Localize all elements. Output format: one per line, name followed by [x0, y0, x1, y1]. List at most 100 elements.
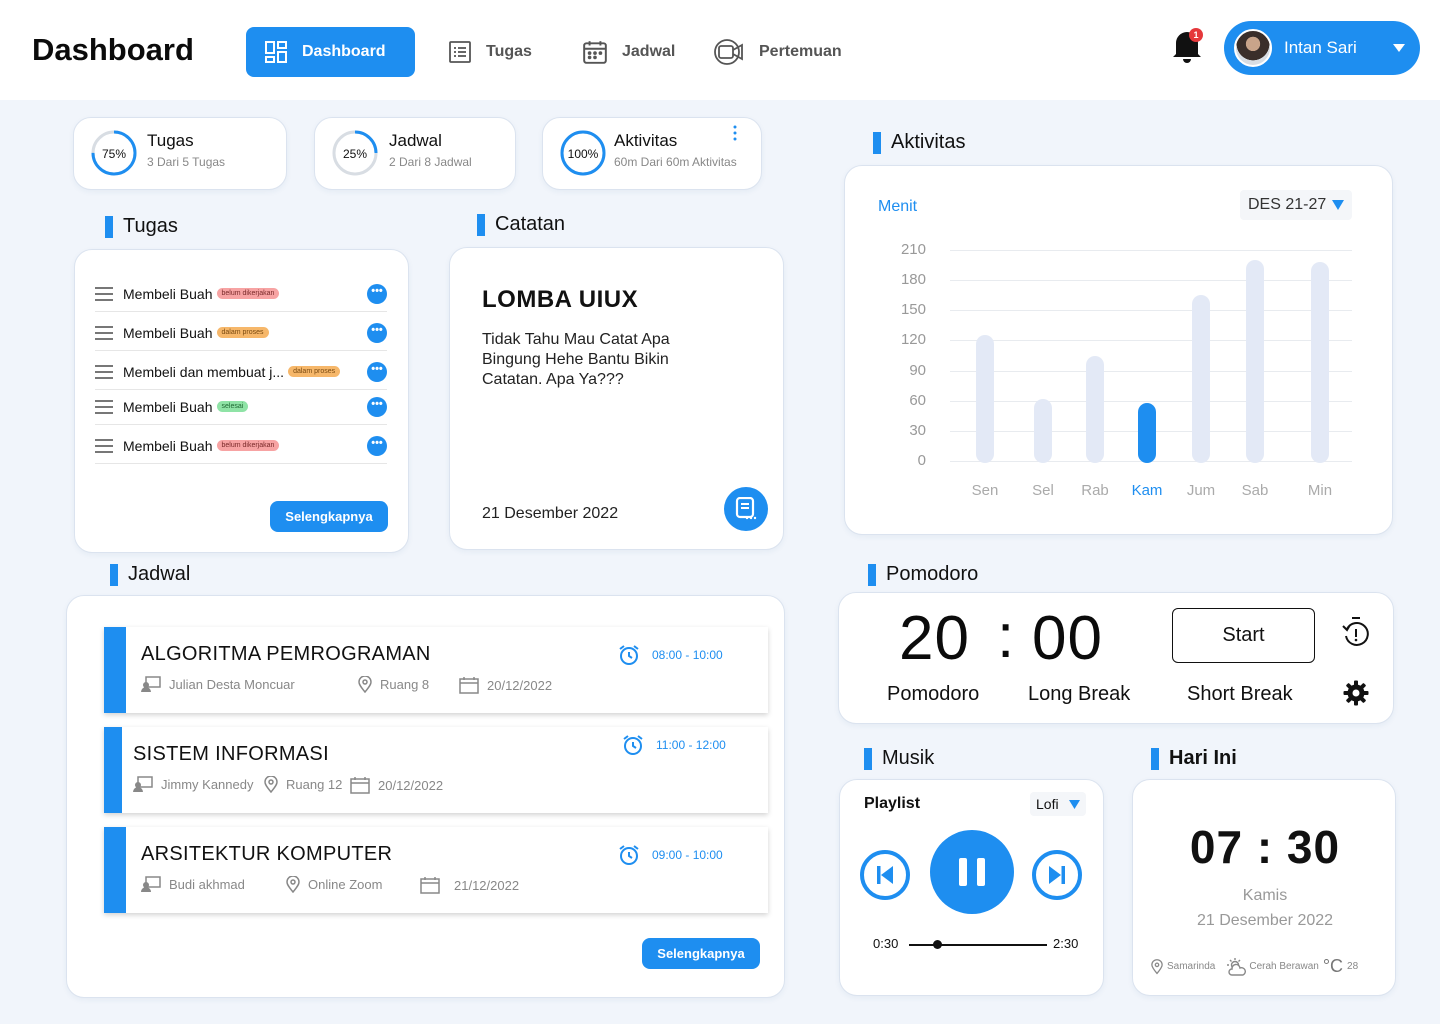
- chart-bar-sen[interactable]: [976, 335, 994, 463]
- stat-card-aktivitas[interactable]: 100% Aktivitas 60m Dari 60m Aktivitas: [542, 117, 762, 190]
- start-button[interactable]: Start: [1172, 608, 1315, 663]
- y-tick-label: 30: [909, 421, 926, 439]
- stat-card-tugas[interactable]: 75% Tugas 3 Dari 5 Tugas: [73, 117, 287, 190]
- section-title-hari-ini: Hari Ini: [1151, 747, 1237, 770]
- chart-gridline: [950, 400, 1352, 402]
- stat-subtitle: 2 Dari 8 Jadwal: [389, 155, 472, 169]
- more-options-icon[interactable]: •••: [367, 361, 387, 382]
- weather-row: Samarinda Cerah Berawan °C 28: [1151, 956, 1358, 977]
- list-icon: [448, 40, 472, 64]
- y-tick-label: 120: [900, 331, 926, 349]
- date-label: 21 Desember 2022: [1196, 912, 1334, 929]
- next-button[interactable]: [1032, 850, 1082, 900]
- tugas-more-button[interactable]: Selengkapnya: [270, 501, 388, 532]
- alarm-icon: [623, 735, 643, 755]
- pause-button[interactable]: [930, 830, 1014, 914]
- progress-knob[interactable]: [932, 940, 942, 949]
- chart-bar-jum[interactable]: [1192, 295, 1210, 463]
- task-row[interactable]: Membeli Buah selesai •••: [95, 389, 387, 425]
- lecturer: Budi akhmad: [169, 876, 245, 892]
- notification-button[interactable]: 1: [1170, 28, 1204, 69]
- alarm-icon: [619, 845, 639, 865]
- task-name: Membeli dan membuat j...: [123, 363, 285, 380]
- more-options-icon[interactable]: •••: [367, 396, 387, 417]
- current-time: 0:30: [873, 936, 899, 951]
- progress-track[interactable]: [909, 944, 1047, 946]
- section-title-pomodoro: Pomodoro: [868, 563, 978, 586]
- cloud-sun-icon: [1227, 957, 1247, 976]
- x-tick-label: Rab: [1081, 482, 1109, 499]
- task-row[interactable]: Membeli Buah belum dikerjakan •••: [95, 276, 387, 312]
- total-time: 2:30: [1053, 936, 1079, 951]
- status-badge: dalam proses: [288, 366, 341, 377]
- stat-title: Aktivitas: [614, 131, 678, 150]
- nav-jadwal[interactable]: Jadwal: [582, 27, 675, 77]
- previous-button[interactable]: [860, 850, 910, 900]
- more-options-icon[interactable]: •••: [367, 322, 387, 343]
- mode-short-break[interactable]: Short Break: [1187, 683, 1293, 705]
- menu-icon: [95, 286, 113, 301]
- nav-dashboard[interactable]: Dashboard: [246, 27, 415, 77]
- pomodoro-card: 20 : 00 Start Pomodoro Long Break Short …: [838, 592, 1394, 724]
- more-options-icon[interactable]: •••: [367, 283, 387, 304]
- jadwal-more-button[interactable]: Selengkapnya: [642, 938, 760, 969]
- task-row[interactable]: Membeli dan membuat j... dalam proses ••…: [95, 354, 387, 390]
- profile-menu[interactable]: Intan Sari: [1224, 21, 1420, 75]
- section-title-musik: Musik: [864, 747, 934, 770]
- progress-ring: [91, 130, 137, 176]
- genre-dropdown[interactable]: Lofi: [1030, 792, 1086, 816]
- nav-pertemuan[interactable]: Pertemuan: [713, 27, 842, 77]
- schedule-item[interactable]: ARSITEKTUR KOMPUTER Budi akhmad Online Z…: [104, 827, 768, 913]
- chart-bar-rab[interactable]: [1086, 355, 1104, 463]
- status-badge: belum dikerjakan: [216, 440, 280, 451]
- schedule-item[interactable]: SISTEM INFORMASI Jimmy Kannedy Ruang 12 …: [104, 727, 768, 813]
- chart-bar-min[interactable]: [1311, 262, 1329, 463]
- chart-bar-sel[interactable]: [1034, 398, 1052, 463]
- note-edit-button[interactable]: [724, 487, 768, 531]
- more-options-icon[interactable]: •••: [367, 435, 387, 456]
- percent-label: 25%: [342, 147, 368, 161]
- music-card: Playlist Lofi 0:30 2:30: [839, 779, 1104, 996]
- chevron-down-icon: [1393, 44, 1405, 52]
- task-row[interactable]: Membeli Buah dalam proses •••: [95, 315, 387, 351]
- location-icon: [264, 776, 278, 793]
- task-row[interactable]: Membeli Buah belum dikerjakan •••: [95, 428, 387, 464]
- menu-icon: [95, 399, 113, 414]
- mode-long-break[interactable]: Long Break: [1028, 683, 1131, 705]
- timer-reset-button[interactable]: [1341, 616, 1371, 655]
- chart-gridline: [950, 370, 1352, 372]
- more-vertical-icon[interactable]: [733, 125, 739, 141]
- menu-icon: [95, 325, 113, 340]
- percent-label: 100%: [567, 147, 599, 161]
- dashboard-icon: [264, 40, 288, 64]
- stat-card-jadwal[interactable]: 25% Jadwal 2 Dari 8 Jadwal: [314, 117, 516, 190]
- task-name: Membeli Buah: [123, 398, 213, 415]
- chart-bar-kam[interactable]: [1138, 402, 1156, 463]
- course-title: SISTEM INFORMASI: [133, 743, 329, 765]
- calendar-icon: [582, 39, 608, 65]
- room: Online Zoom: [308, 877, 383, 892]
- chart-bar-sab[interactable]: [1246, 260, 1264, 463]
- top-bar: Dashboard Dashboard Tugas Jadwal Pertemu…: [0, 0, 1440, 100]
- playlist-label: Playlist: [864, 795, 921, 812]
- stat-subtitle: 3 Dari 5 Tugas: [147, 155, 226, 169]
- date-range-dropdown[interactable]: DES 21-27: [1240, 190, 1353, 220]
- nav-tugas[interactable]: Tugas: [448, 27, 532, 77]
- x-tick-label: Jum: [1186, 482, 1216, 499]
- teacher-icon: [133, 776, 153, 792]
- temp-unit: °C: [1322, 956, 1344, 976]
- mode-pomodoro[interactable]: Pomodoro: [887, 683, 980, 705]
- chart-gridline: [950, 280, 1352, 282]
- settings-button[interactable]: [1343, 680, 1369, 711]
- timer-icon: [1342, 617, 1369, 646]
- schedule-item[interactable]: ALGORITMA PEMROGRAMAN Julian Desta Moncu…: [104, 627, 768, 713]
- calendar-icon: [459, 677, 479, 694]
- nav-label: Tugas: [486, 43, 532, 60]
- room: Ruang 8: [380, 677, 430, 692]
- y-tick-label: 0: [917, 452, 926, 469]
- status-badge: belum dikerjakan: [216, 288, 280, 299]
- today-card: 07 : 30 Kamis 21 Desember 2022 Samarinda…: [1132, 779, 1396, 996]
- day-label: Kamis: [1242, 887, 1288, 904]
- y-tick-label: 210: [900, 241, 926, 258]
- note-icon: [735, 497, 757, 520]
